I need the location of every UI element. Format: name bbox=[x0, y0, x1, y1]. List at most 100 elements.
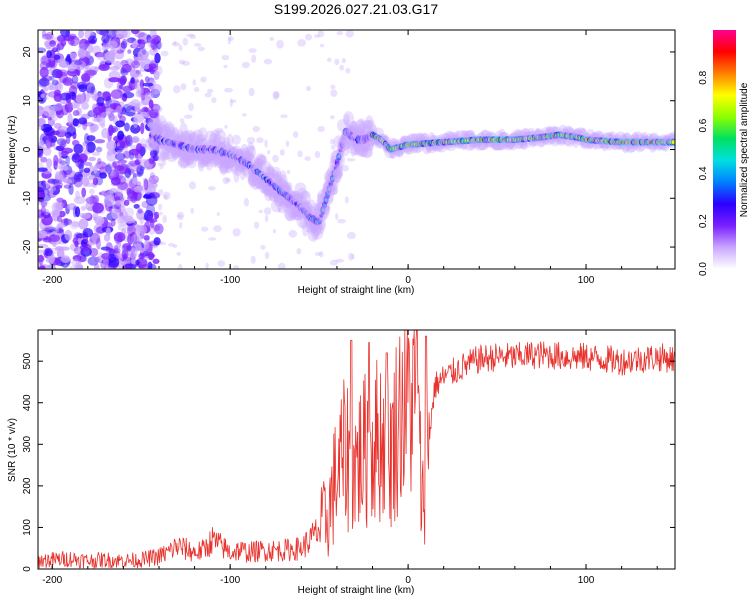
spectrogram-blob bbox=[201, 152, 211, 167]
spectrogram-blob bbox=[260, 185, 270, 195]
spectrogram-blob bbox=[206, 151, 216, 162]
spectrogram-blob bbox=[55, 225, 60, 233]
spectrogram-blob bbox=[75, 190, 80, 200]
spectrogram-blob bbox=[325, 192, 330, 197]
spectrogram-blob bbox=[124, 135, 131, 145]
spectrogram-blob bbox=[167, 157, 177, 163]
spectrogram-blob bbox=[125, 105, 136, 117]
spectrogram-blob bbox=[234, 165, 242, 177]
spectrogram-blob bbox=[101, 34, 110, 44]
spectrogram-blob bbox=[74, 60, 83, 66]
spectrogram-blob bbox=[181, 149, 193, 163]
spectrogram-blob bbox=[155, 126, 164, 137]
spectrogram-blob bbox=[72, 205, 78, 218]
spectrogram-blob bbox=[104, 194, 115, 207]
spectrogram-blob bbox=[86, 141, 96, 153]
spectrogram-blob bbox=[162, 191, 171, 200]
spectrogram-blob bbox=[300, 191, 310, 200]
spectrogram-blob bbox=[286, 207, 299, 219]
spectrogram-blob bbox=[139, 166, 146, 171]
spectrogram-blob bbox=[255, 177, 263, 190]
spectrogram-blob bbox=[226, 133, 234, 149]
spectrogram-blob bbox=[38, 180, 46, 193]
spectrogram-blob bbox=[153, 211, 160, 220]
spectrogram-blob bbox=[180, 83, 187, 91]
spectrogram-blob bbox=[156, 211, 164, 216]
spectrogram-blob bbox=[283, 206, 295, 221]
spectrogram-blob bbox=[38, 249, 46, 254]
spectrogram-blob bbox=[334, 164, 344, 174]
spectrogram-blob bbox=[191, 153, 202, 162]
spectrogram-blob bbox=[55, 184, 63, 189]
spectrogram-blob bbox=[71, 221, 80, 228]
spectrogram-blob bbox=[115, 120, 126, 128]
spectrogram-blob bbox=[183, 133, 194, 148]
spectrogram-blob bbox=[248, 87, 255, 97]
spectrogram-blob bbox=[171, 149, 180, 161]
spectrogram-blob bbox=[299, 190, 312, 206]
spectrogram-blob bbox=[44, 249, 53, 257]
spectrogram-blob bbox=[171, 128, 180, 144]
spectrogram-blob bbox=[74, 206, 81, 218]
spectrogram-blob bbox=[188, 181, 197, 190]
spectrogram-blob bbox=[341, 165, 350, 172]
spectrogram-blob bbox=[337, 218, 346, 224]
spectrogram-blob bbox=[209, 158, 219, 168]
spectrogram-blob bbox=[143, 235, 150, 241]
spectrogram-blob bbox=[40, 156, 48, 163]
spectrogram-blob bbox=[357, 146, 369, 158]
spectrogram-blob bbox=[362, 119, 373, 130]
spectrogram-blob bbox=[317, 30, 325, 38]
spectrogram-blob bbox=[268, 166, 276, 179]
spectrogram-blob bbox=[354, 127, 366, 138]
spectrogram-blob bbox=[47, 82, 54, 91]
spectrogram-blob bbox=[310, 228, 318, 233]
spectrogram-blob bbox=[136, 234, 143, 246]
spectrogram-blob bbox=[141, 111, 148, 117]
spectrogram-blob bbox=[330, 144, 336, 150]
spectrogram-blob bbox=[41, 33, 53, 40]
spectrogram-blob bbox=[123, 150, 131, 159]
spectrogram-blob bbox=[38, 230, 48, 239]
spectrogram-blob bbox=[247, 174, 258, 186]
spectrogram-blob bbox=[202, 153, 210, 166]
spectrogram-blob bbox=[131, 136, 140, 144]
spectrogram-blob bbox=[164, 121, 174, 138]
spectrogram-blob bbox=[267, 169, 280, 182]
spectrogram-blob bbox=[264, 139, 268, 148]
spectrogram-blob bbox=[64, 229, 73, 241]
spectrogram-blob bbox=[63, 169, 76, 179]
spectrogram-blob bbox=[97, 91, 102, 97]
spectrogram-blob bbox=[316, 198, 321, 208]
spectrogram-blob bbox=[166, 126, 176, 135]
spectrogram-blob bbox=[153, 118, 160, 129]
spectrogram-blob bbox=[118, 205, 126, 213]
spectrogram-blob bbox=[259, 160, 272, 172]
spectrogram-blob bbox=[49, 186, 54, 198]
spectrogram-blob bbox=[253, 221, 260, 230]
spectrogram-blob bbox=[252, 125, 260, 133]
spectrogram-blob bbox=[264, 251, 270, 260]
spectrogram-blob bbox=[80, 174, 92, 185]
spectrogram-blob bbox=[177, 214, 183, 218]
snr-xtick-label: -200 bbox=[42, 575, 62, 586]
spectrogram-blob bbox=[276, 39, 284, 49]
spectrogram-blob bbox=[332, 163, 342, 180]
spectrogram-blob bbox=[87, 35, 98, 45]
spectrogram-blob bbox=[207, 154, 212, 164]
spectrogram-blob bbox=[122, 242, 132, 250]
spectrogram-blob bbox=[208, 237, 217, 241]
spectrogram-blob bbox=[335, 161, 343, 171]
spectrogram-blob bbox=[159, 241, 167, 246]
spectrogram-blob bbox=[59, 202, 64, 209]
spectrogram-blob bbox=[270, 173, 282, 187]
spectrogram-blob bbox=[124, 111, 136, 117]
spectrogram-blob bbox=[284, 208, 297, 222]
spectrogram-blob bbox=[158, 203, 163, 211]
spectrogram-blob bbox=[139, 247, 145, 254]
spectrogram-blob bbox=[158, 188, 164, 196]
spectrogram-blob bbox=[297, 150, 303, 158]
snr-xlabel: Height of straight line (km) bbox=[298, 585, 415, 596]
spectrogram-blob bbox=[161, 160, 167, 166]
